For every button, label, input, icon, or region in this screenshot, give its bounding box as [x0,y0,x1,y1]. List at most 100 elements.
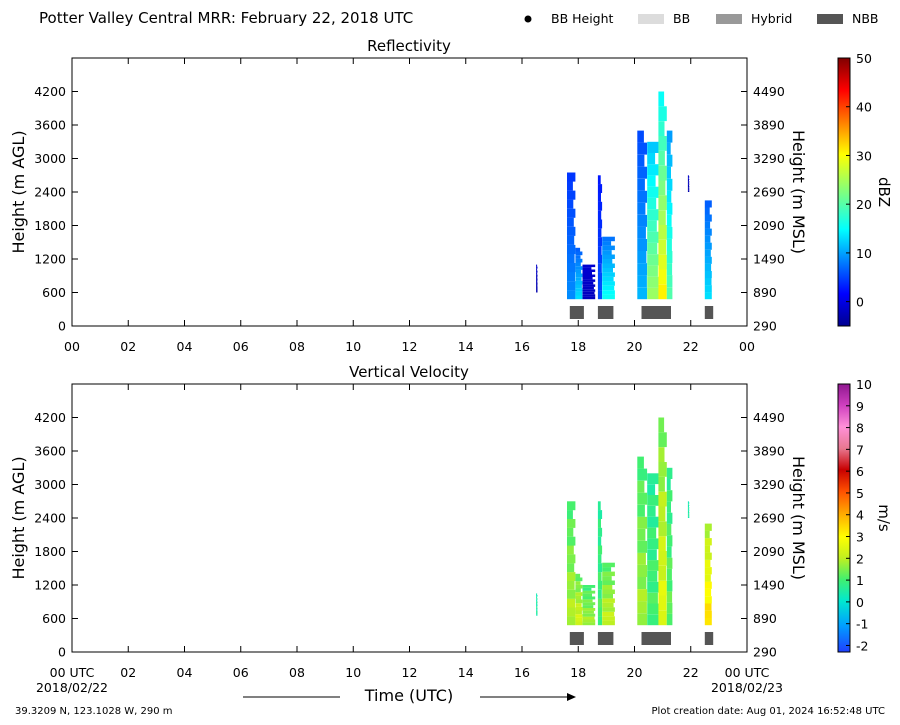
velocity-echo-cell [658,417,665,433]
reflectivity-echo-cell [567,190,576,200]
velocity-echo-cell [666,490,673,502]
velocity-echo-cell [687,512,690,514]
reflectivity-echo-cell [536,274,538,277]
reflectivity-echo-cell [666,239,672,251]
reflectivity-echo-cell [647,198,657,210]
reflectivity-echo-cell [597,246,602,255]
velocity-echo-cell [687,508,690,510]
velocity-echo-cell [536,610,538,613]
velocity-echo-cell [602,567,612,572]
reflectivity-cbar-tick-label: 0 [856,295,864,310]
reflectivity-echo-cell [575,266,583,270]
reflectivity-echo-cell [597,290,603,300]
velocity-echo-cell [704,610,712,618]
velocity-colorbar [837,383,851,653]
reflectivity-echo-cell [687,177,689,179]
reflectivity-echo-cell [602,254,615,259]
velocity-ytick-label-left: 600 [42,611,66,626]
reflectivity-echo-cell [687,184,690,186]
velocity-echo-cell [575,599,583,604]
velocity-cbar-tick-label: 3 [856,530,864,545]
reflectivity-echo-cell [602,285,615,291]
time-axis-label: Time (UTC) [364,686,453,705]
reflectivity-echo-cell [575,262,581,267]
velocity-ytick-label-left: 4200 [34,410,66,425]
reflectivity-echo-cell [666,154,673,167]
reflectivity-echo-cell [704,278,712,286]
velocity-echo-cell [536,598,538,600]
velocity-echo-cell [647,516,659,528]
reflectivity-echo-cell [666,142,671,155]
velocity-echo-cell [666,501,671,513]
velocity-echo-cell [666,602,673,614]
velocity-ticks: 0 290 600 890 1200 1490 1800 2090 2400 2690 3000 32… [34,384,785,680]
reflectivity-echo-cell [647,153,656,165]
velocity-echo-cell [582,599,593,603]
velocity-echo-cell [687,504,690,506]
velocity-echo-cell [575,592,583,596]
legend-hybrid-swatch [716,14,742,24]
velocity-echo-cell [602,576,612,581]
reflectivity-echo-cell [637,166,648,179]
reflectivity-nbb-bar [597,306,614,319]
velocity-panel: Vertical Velocity Height (m AGL) Height … [9,363,893,680]
reflectivity-ytick-label-right: 2090 [753,218,785,233]
velocity-echo-column [687,501,690,518]
reflectivity-echo-cell [536,270,538,273]
reflectivity-ytick-label-left: 1200 [34,252,66,267]
velocity-echo-cell [704,596,712,604]
reflectivity-echo-cell [658,284,667,300]
reflectivity-echo-cell [567,208,576,218]
velocity-ylabel-right: Height (m MSL) [789,456,808,580]
velocity-echo-cell [582,593,592,597]
reflectivity-echo-cell [687,187,690,189]
reflectivity-echo-cell [637,263,648,276]
velocity-cbar-tick-label: -1 [856,617,868,632]
reflectivity-echo-column [575,247,583,300]
velocity-cbar-tick-label: 0 [856,595,864,610]
velocity-cbar-tick-label: -2 [856,638,868,653]
velocity-echo-cell [704,523,712,531]
reflectivity-echo-column [637,130,648,300]
velocity-echo-cell [687,513,690,515]
reflectivity-echo-cell [597,272,603,282]
velocity-echo-cell [536,604,538,607]
reflectivity-echo-cell [536,286,538,289]
velocity-colorbar-ticks: -2 -1 0 1 2 3 4 5 6 7 8 9 10 [846,377,872,653]
velocity-echo-cell [597,572,602,581]
reflectivity-echo-cell [666,202,673,215]
velocity-echo-cell [666,546,672,558]
velocity-cbar-tick-label: 4 [856,508,864,523]
velocity-echo-cell [647,614,659,626]
velocity-echo-cell [647,571,658,582]
velocity-echo-cell [582,616,595,620]
reflectivity-echo-cell [582,284,596,287]
velocity-echo-cell [647,527,657,539]
reflectivity-ytick-label-right: 2690 [753,185,785,200]
velocity-echo-cell [658,551,667,566]
velocity-echo-cell [637,492,648,505]
velocity-echo-cell [536,614,538,616]
reflectivity-echo-cell [647,265,658,277]
legend-bb-height-label: BB Height [551,11,614,26]
velocity-ytick-label-right: 890 [753,611,777,626]
velocity-echo-cell [602,620,615,626]
reflectivity-echo-cell [582,289,596,292]
velocity-echo-cell [597,545,603,555]
velocity-echo-cell [658,447,665,462]
reflectivity-colorbar-ticks: 0 10 20 30 40 50 [846,51,872,310]
velocity-echo-cell [666,591,673,603]
reflectivity-echo-column [602,236,615,300]
reflectivity-echo-cell [704,228,712,236]
velocity-echo-cell [637,577,647,589]
reflectivity-ytick-label-left: 2400 [34,185,66,200]
reflectivity-xtick-label: 08 [289,339,305,354]
reflectivity-echo-column [567,172,576,300]
velocity-echo-cell [687,506,689,508]
velocity-cbar-tick-label: 10 [856,377,872,392]
legend-bb-label: BB [673,11,690,26]
reflectivity-echo-column [704,200,712,300]
figure-title: Potter Valley Central MRR: February 22, … [39,9,413,27]
reflectivity-echo-column [666,130,673,300]
reflectivity-echo-cell [637,214,648,227]
